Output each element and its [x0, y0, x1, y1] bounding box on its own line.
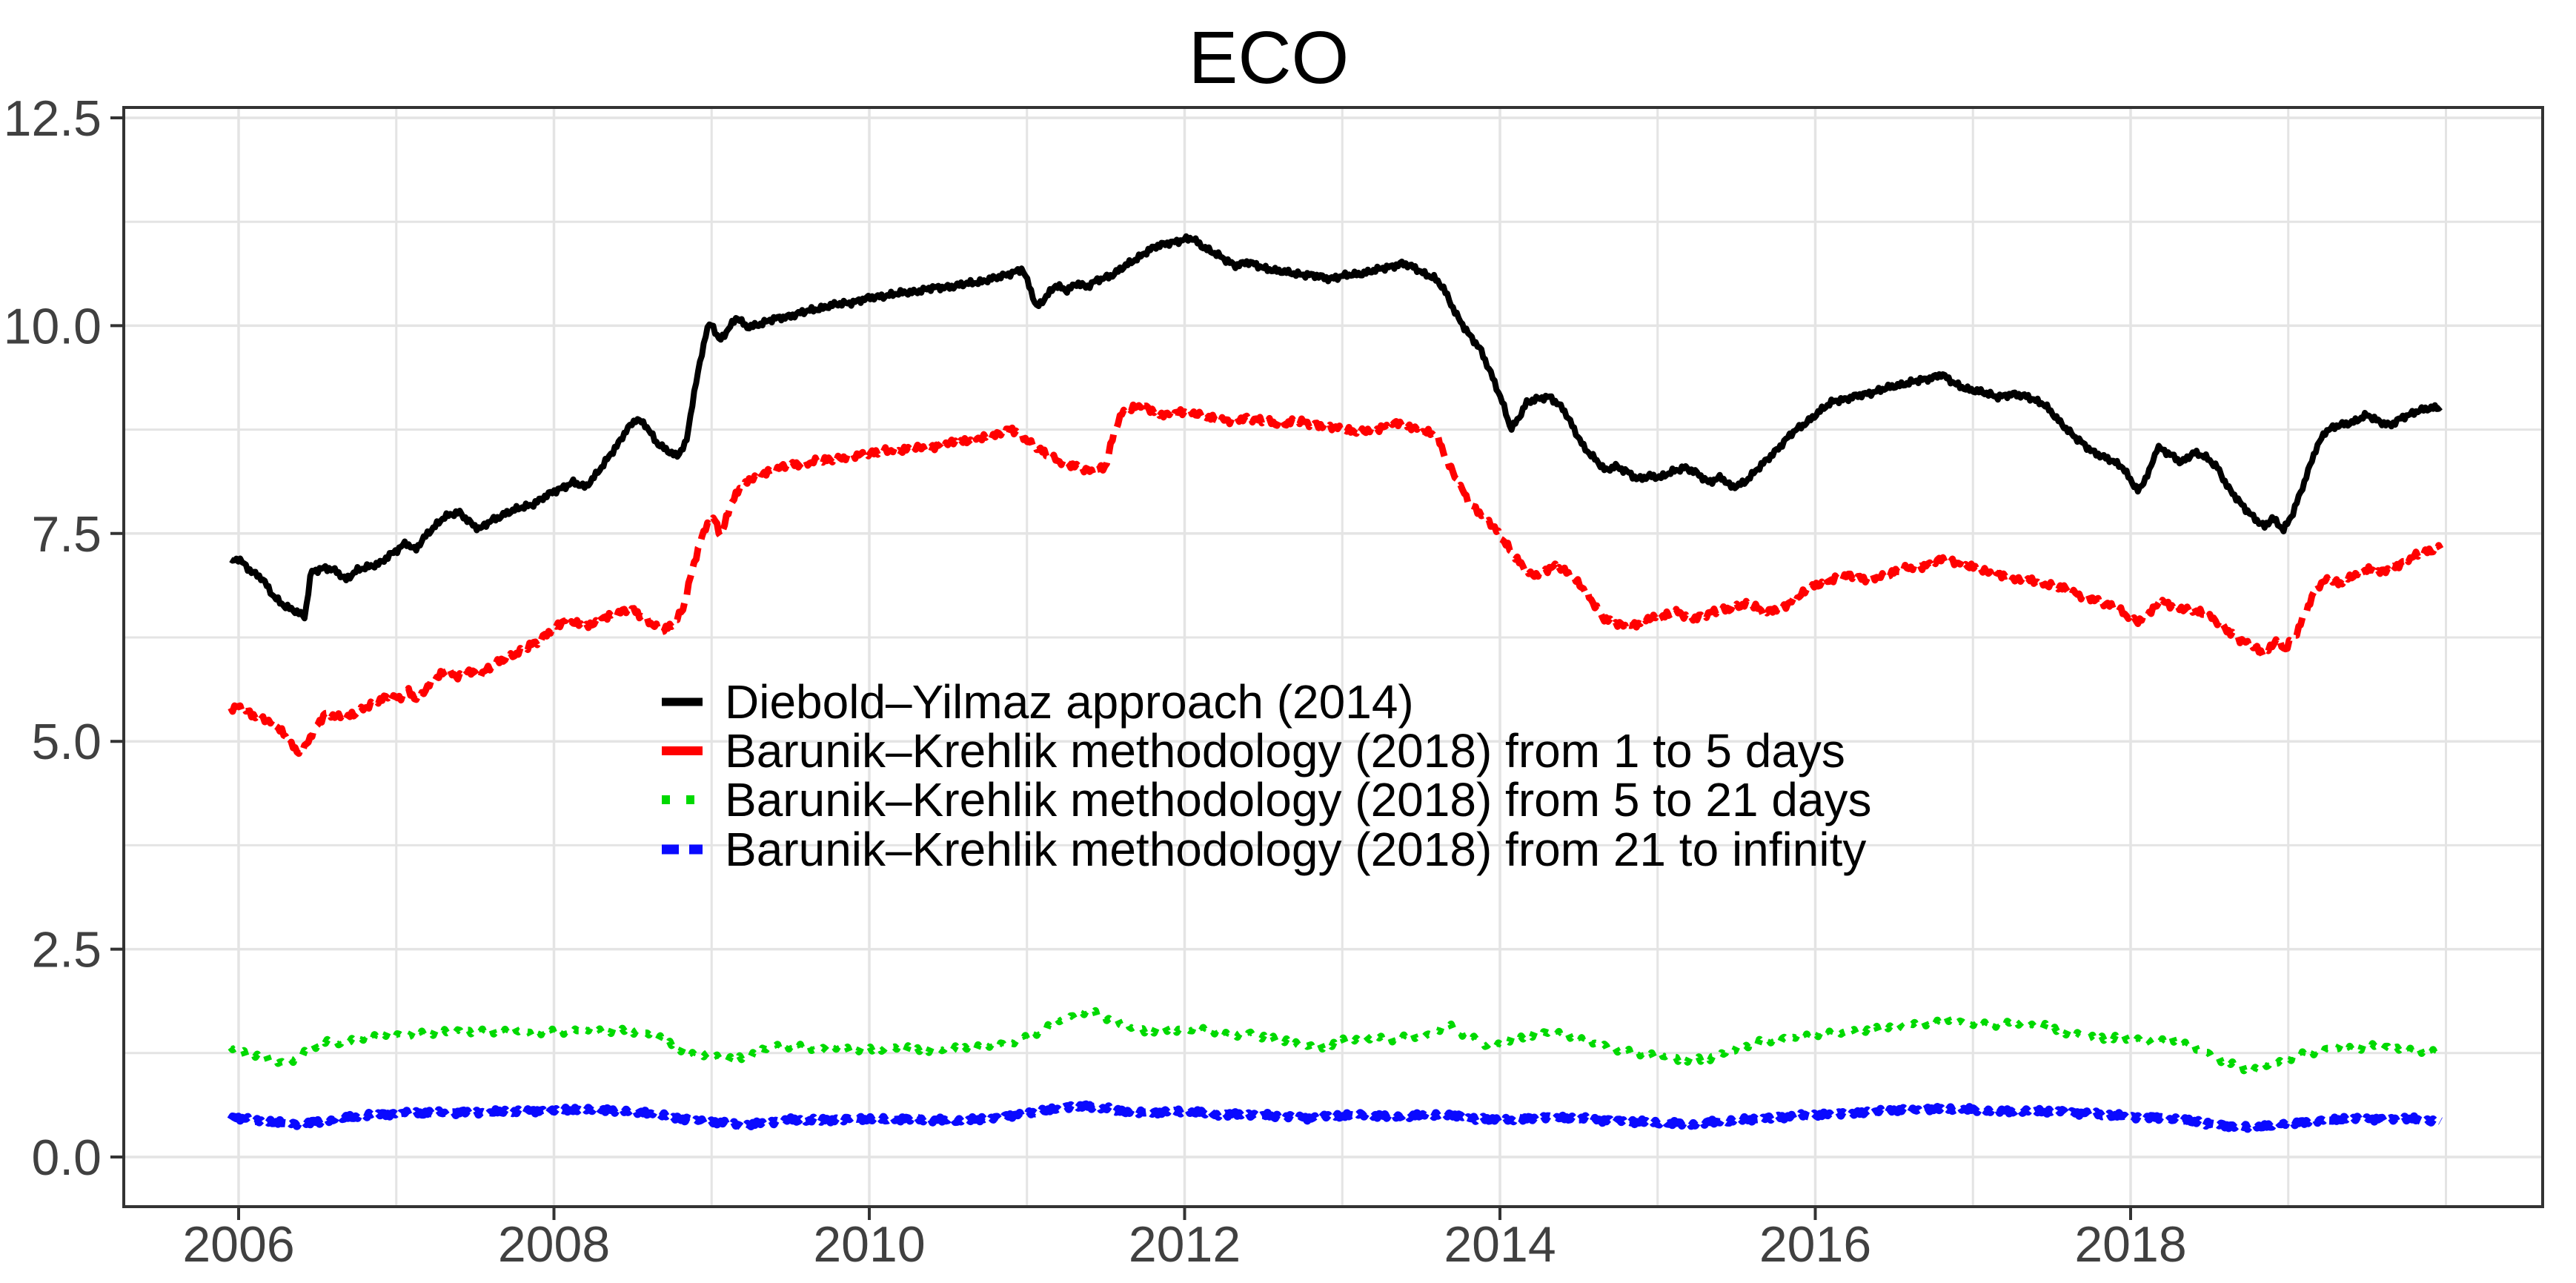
y-axis-tick-labels: 0.0 2.5 5.0 7.5 10.0 12.5 — [4, 90, 102, 1186]
x-axis-tick-labels: 2006 2008 2010 2012 2014 2016 2018 — [182, 1216, 2186, 1273]
axis-tick-marks — [110, 116, 2132, 1220]
x-tick-label: 2018 — [2074, 1216, 2186, 1273]
x-tick-label: 2012 — [1129, 1216, 1241, 1273]
y-tick-label: 2.5 — [31, 922, 102, 978]
legend-label-bk-1-5-days: Barunik–Krehlik methodology (2018) from … — [725, 724, 1845, 778]
x-tick-label: 2010 — [813, 1216, 925, 1273]
series-lines — [227, 233, 2444, 1134]
x-tick-label: 2006 — [182, 1216, 294, 1273]
legend-label-bk-5-21-days: Barunik–Krehlik methodology (2018) from … — [725, 773, 1872, 826]
y-tick-label: 7.5 — [31, 506, 102, 563]
plot-panel — [124, 107, 2543, 1207]
series-bk-5-21-days — [228, 1006, 2440, 1075]
y-tick-label: 5.0 — [31, 714, 102, 770]
x-tick-label: 2008 — [498, 1216, 610, 1273]
series-diebold-yilmaz — [229, 233, 2443, 622]
legend-label-diebold-yilmaz: Diebold–Yilmaz approach (2014) — [725, 675, 1414, 729]
legend-label-bk-21-infinity: Barunik–Krehlik methodology (2018) from … — [725, 823, 1866, 876]
y-tick-label: 0.0 — [31, 1130, 102, 1186]
x-tick-label: 2014 — [1444, 1216, 1556, 1273]
chart-title: ECO — [1189, 16, 1350, 99]
y-tick-label: 10.0 — [4, 298, 102, 354]
legend: Diebold–Yilmaz approach (2014) Barunik–K… — [662, 675, 1872, 876]
series-bk-21-infinity — [227, 1100, 2443, 1134]
x-tick-label: 2016 — [1759, 1216, 1871, 1273]
gridlines — [124, 107, 2543, 1207]
series-bk-1-5-days — [228, 398, 2444, 757]
panel-border — [122, 106, 2544, 1208]
y-tick-label: 12.5 — [4, 90, 102, 147]
